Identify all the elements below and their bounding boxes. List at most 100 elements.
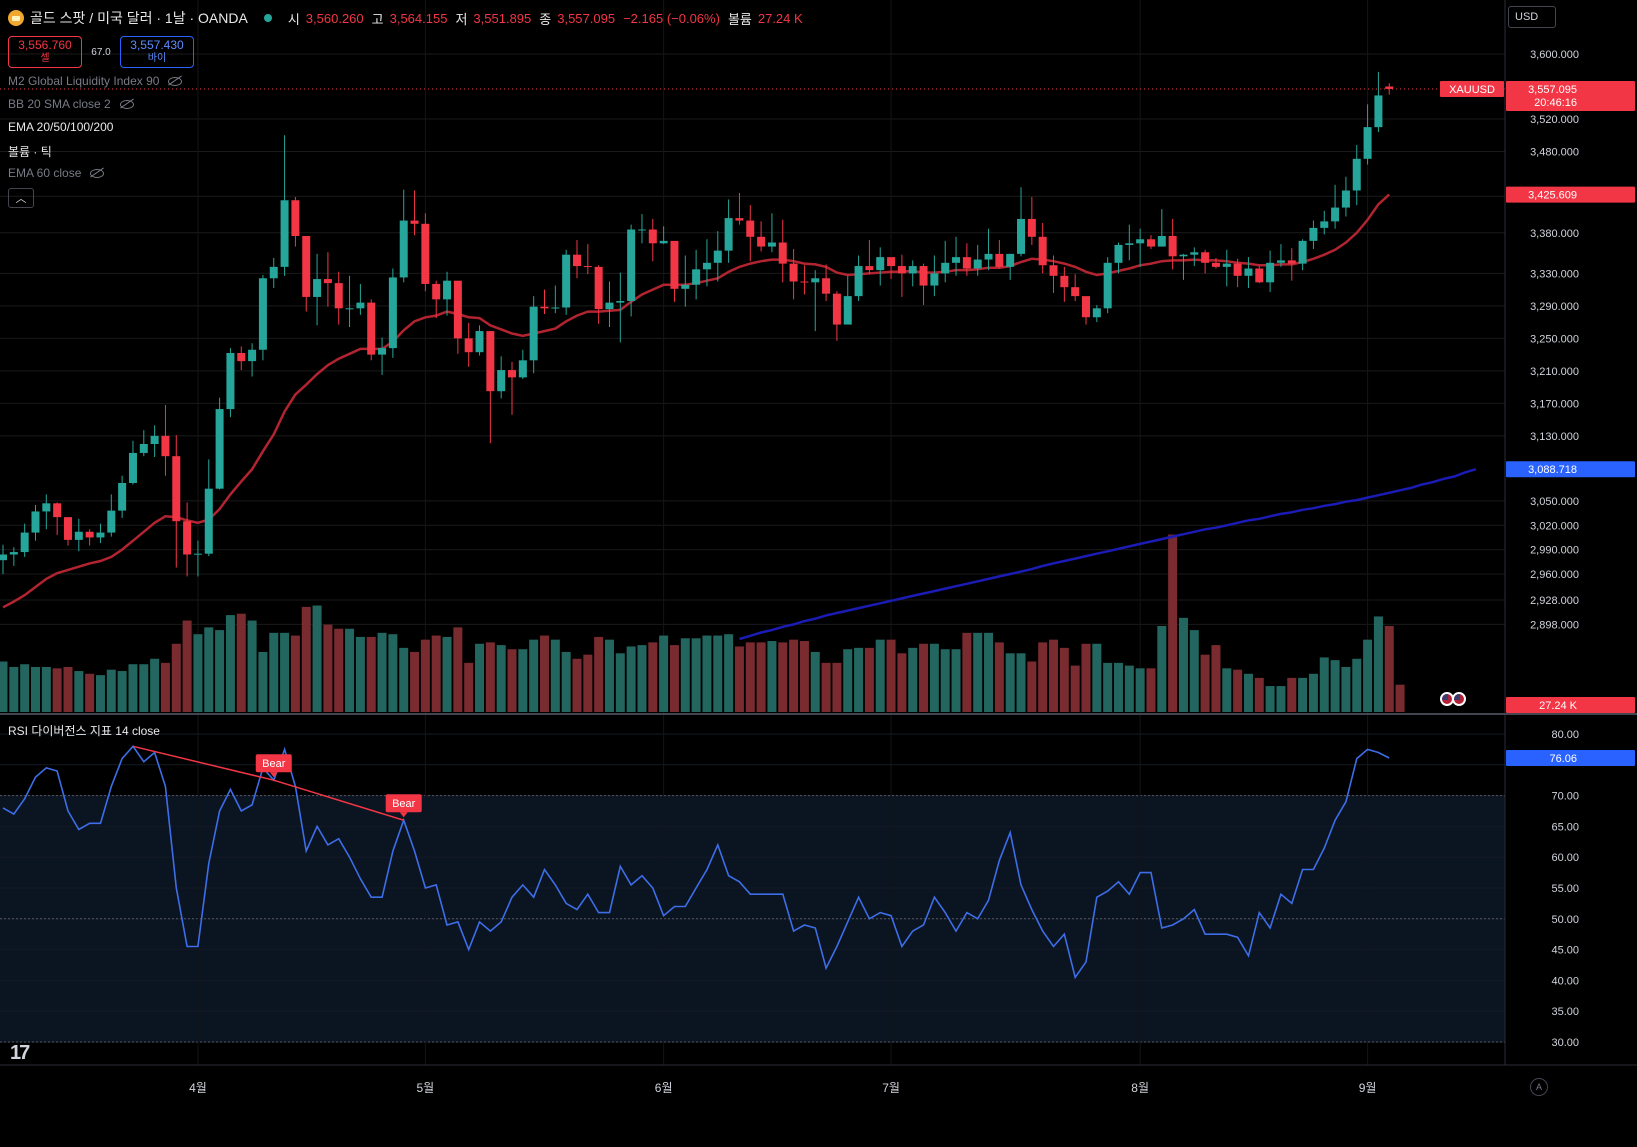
sell-button[interactable]: 3,556.760 셀 [8,36,82,68]
candle-body [843,296,852,325]
volume-bar [258,651,268,712]
candle-body [1006,253,1015,267]
candle-body [746,220,755,237]
indicator-label: EMA 60 close [8,166,82,180]
volume-bar [908,647,918,712]
volume-label: 볼륨 [727,11,752,27]
candle-body [1157,236,1166,247]
candle-body [692,269,701,285]
indicator-ema60[interactable]: EMA 60 close [8,166,105,180]
candle-body [616,301,625,303]
candle-body [876,257,885,271]
candle-body [930,273,939,286]
price-tick-label: 3,330.000 [1530,268,1579,280]
volume-bar [1016,653,1026,712]
volume-bar [832,662,842,712]
candle-body [280,200,289,267]
month-label: 5월 [417,1081,435,1095]
candle-body [1168,236,1177,257]
candle-body [1255,268,1264,283]
trade-panel: 3,556.760 셀 67.0 3,557.430 바이 [8,36,194,68]
indicator-volume[interactable]: 볼륨 · 틱 [8,143,52,160]
candle-body [1266,262,1275,283]
volume-bar [1352,658,1362,712]
badge-text: 27.24 K [1539,700,1578,712]
candle-body [63,517,72,540]
eye-off-icon[interactable] [119,99,135,109]
candle-body [323,279,332,284]
volume-bar [615,653,625,712]
candle-body [399,220,408,278]
rsi-title[interactable]: RSI 다이버전스 지표 14 close [8,724,160,738]
volume-bar [1243,673,1253,712]
candle-body [822,278,831,294]
volume-bar [713,635,723,712]
price-tick-label: 2,990.000 [1530,545,1579,557]
volume-bar [410,651,420,712]
candle-body [778,242,787,264]
indicator-bb[interactable]: BB 20 SMA close 2 [8,97,135,111]
volume-bar [1265,686,1275,712]
market-status-dot [263,14,272,22]
buy-button[interactable]: 3,557.430 바이 [120,36,194,68]
volume-bar [1157,626,1167,712]
volume-bar [269,632,279,712]
candle-body [1179,254,1188,257]
volume-bar [442,636,452,712]
auto-scale-button[interactable]: A [1530,1078,1548,1096]
open-label: 시 [287,11,300,27]
candle-body [150,435,159,444]
eye-off-icon[interactable] [89,168,105,178]
collapse-indicators-button[interactable]: ︿ [8,188,34,208]
indicator-ema[interactable]: EMA 20/50/100/200 [8,120,113,134]
volume-bar [767,641,777,712]
candle-body [1276,260,1285,263]
candle-body [237,353,246,362]
candle-body [1374,95,1383,128]
us-flag-icon[interactable] [1452,692,1466,706]
candle-body [908,266,917,274]
divergence-badge: Bear [385,794,422,818]
candle-body [1244,268,1253,276]
volume-bar [529,639,539,712]
price-tick-label: 3,170.000 [1530,398,1579,410]
eye-off-icon[interactable] [167,76,183,86]
divergence-line [273,779,404,821]
currency-button[interactable]: USD [1508,6,1556,28]
rsi-tick-label: 70.00 [1551,791,1579,803]
candle-body [128,452,137,483]
volume-bar [1341,666,1351,712]
candle-body [85,531,94,538]
candle-body [432,283,441,300]
candle-body [702,262,711,270]
rsi-tick-label: 65.00 [1551,821,1579,833]
volume-bar [290,635,300,712]
volume-bar [171,643,181,712]
candle-body [1363,127,1372,159]
candle-body [388,277,397,349]
volume-bar [745,642,755,712]
candle-body [681,284,690,289]
sell-price: 3,556.760 [18,38,72,52]
tradingview-logo-icon[interactable]: 17 [10,1042,30,1064]
candle-body [486,331,495,392]
candle-body [118,483,127,511]
volume-bar [345,628,355,712]
candle-body [627,229,636,301]
volume-bar [994,642,1004,712]
candle-body [1092,308,1101,318]
volume-bar [550,639,560,712]
indicator-m2-liquidity[interactable]: M2 Global Liquidity Index 90 [8,74,183,88]
volume-bar [626,646,636,712]
volume-bar [1178,617,1188,712]
volume-bar [659,635,669,712]
month-label: 6월 [655,1081,673,1095]
candle-body [1222,263,1231,267]
volume-bar [604,639,614,712]
candle-body [1017,218,1026,254]
divergence-badge: Bear [255,754,292,778]
symbol-title[interactable]: 골드 스팟 / 미국 달러 · 1날 · OANDA [30,10,248,26]
volume-bar [1005,653,1015,712]
candle-body [572,254,581,267]
